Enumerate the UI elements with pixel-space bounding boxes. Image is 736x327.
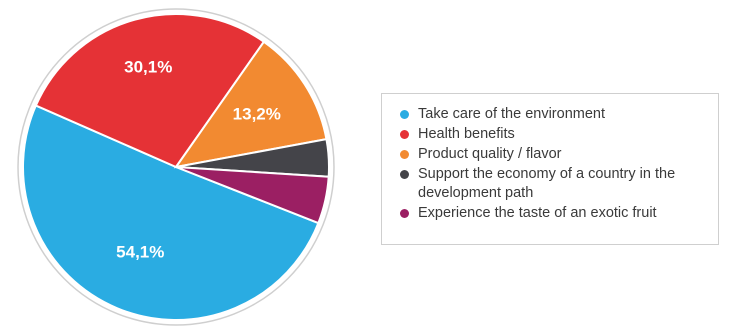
legend-dot	[400, 110, 409, 119]
legend-item-economy: Support the economy of a country in the …	[400, 165, 718, 203]
slice-value-label: 30,1%	[124, 57, 172, 76]
legend-dot	[400, 209, 409, 218]
legend-label: Product quality / flavor	[418, 146, 562, 162]
legend-dot	[400, 150, 409, 159]
slice-value-label: 13,2%	[233, 105, 281, 124]
legend-item-quality: Product quality / flavor	[400, 145, 718, 164]
legend-item-exotic-fruit: Experience the taste of an exotic fruit	[400, 204, 718, 223]
legend-label: Health benefits	[418, 126, 515, 142]
legend-item-environment: Take care of the environment	[400, 105, 718, 124]
legend-label: Support the economy of a country in the …	[418, 166, 676, 201]
legend-item-health: Health benefits	[400, 125, 718, 144]
pie-slice-exotic-fruit	[175, 166, 330, 225]
legend: Take care of the environment Health bene…	[381, 93, 719, 245]
pie-slice-health	[34, 13, 266, 169]
pie-slice-quality	[173, 40, 328, 169]
pie-slice-environment	[22, 104, 320, 321]
legend-dot	[400, 170, 409, 179]
legend-label: Take care of the environment	[418, 106, 605, 122]
legend-label: Experience the taste of an exotic fruit	[418, 205, 657, 221]
pie-chart: 54,1% 30,1% 13,2%	[17, 8, 335, 326]
slice-value-label: 54,1%	[116, 242, 164, 261]
legend-dot	[400, 130, 409, 139]
